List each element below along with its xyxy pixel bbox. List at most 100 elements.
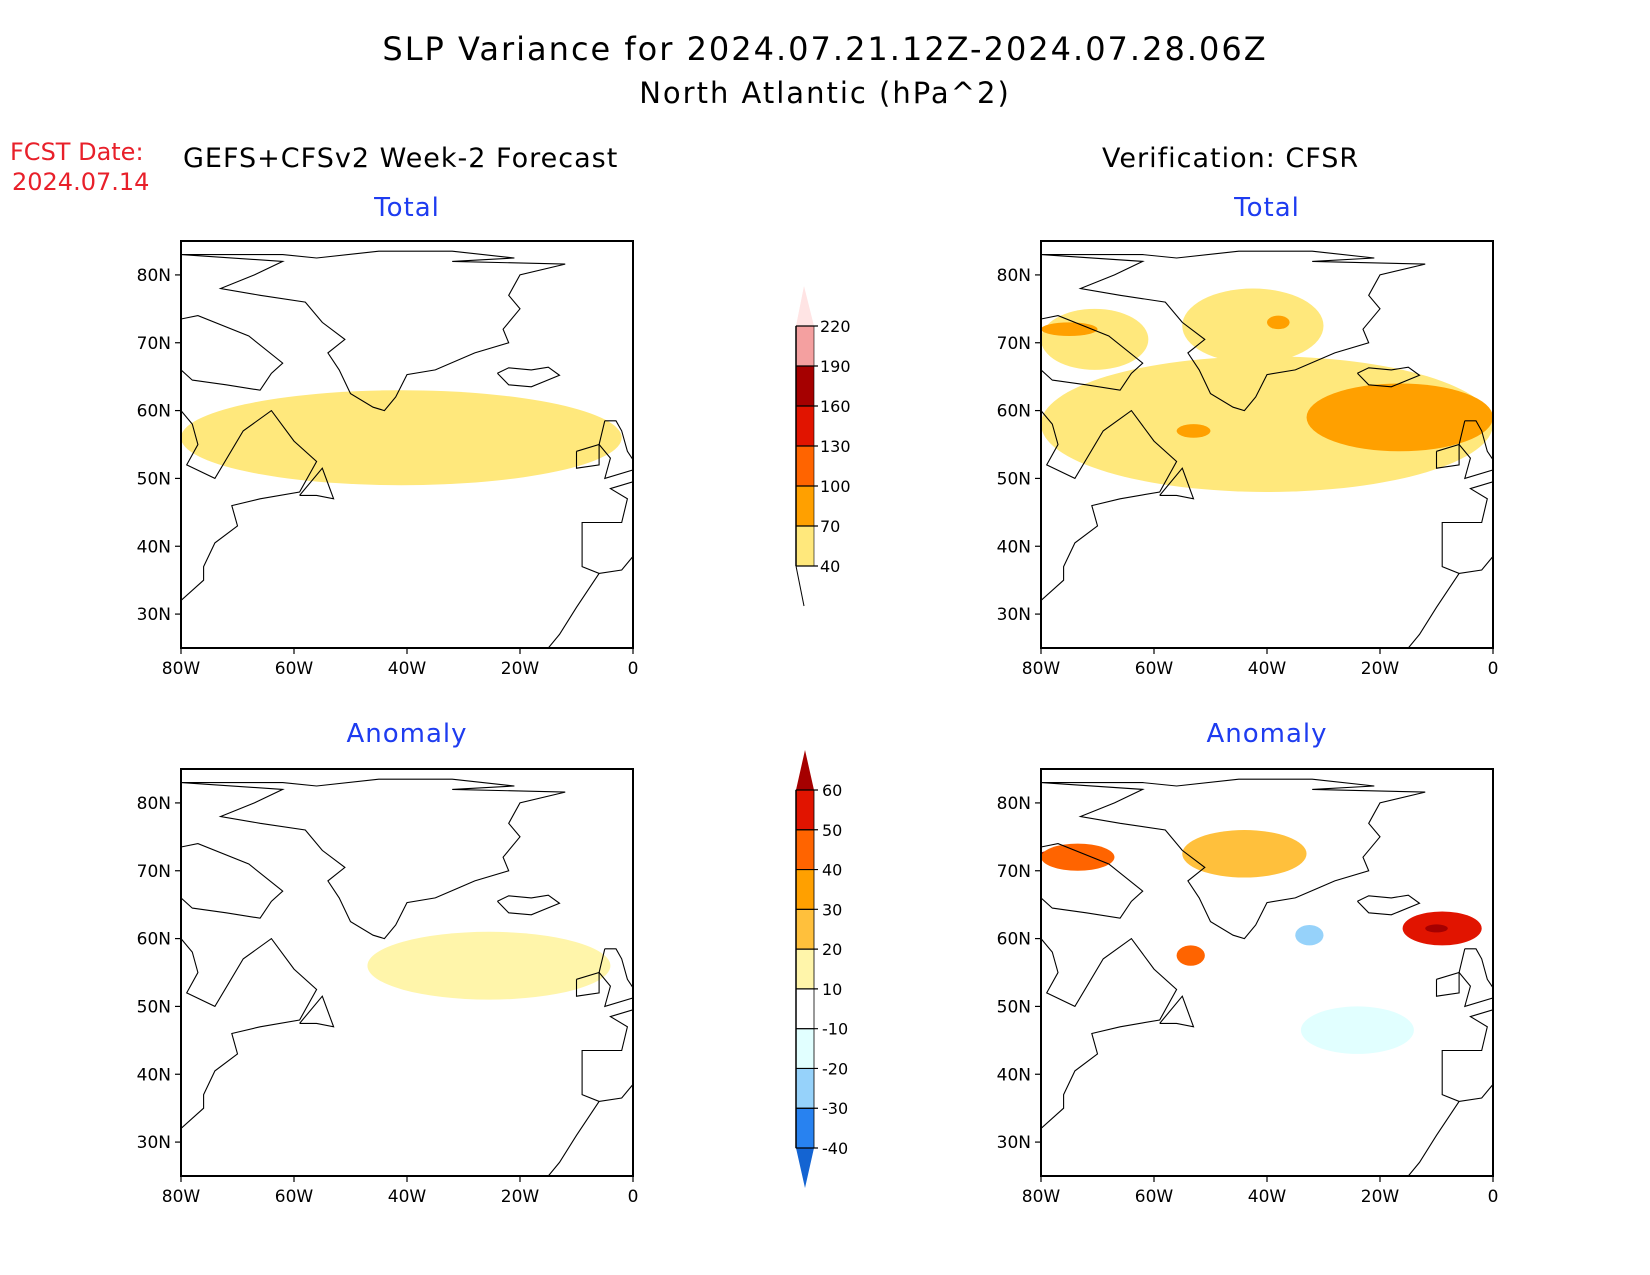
y-tick-label: 50N (997, 997, 1031, 1017)
map-frame (1040, 768, 1494, 1177)
coastlines (1041, 250, 1493, 648)
colorbar-label: 20 (822, 940, 842, 959)
colorbar-segment (795, 829, 815, 870)
coastline (598, 948, 633, 1008)
colorbar-anomaly: -40 -30 -20 -10 10 20 30 40 50 60 (795, 750, 848, 1188)
x-tick-label: 60W (275, 1187, 314, 1207)
x-tick-label: 60W (1135, 659, 1174, 679)
colorbar-label: 50 (822, 821, 842, 840)
coastline (581, 1009, 633, 1102)
coastline (299, 467, 335, 500)
y-tick-label: 50N (137, 997, 171, 1017)
contour-region (1267, 315, 1290, 330)
map-panel-forecast-anomaly: 80W 60W 40W 20W 0 80N 70N 60N 50N 40N 30N (137, 768, 639, 1207)
coastline (181, 250, 566, 412)
colorbar-label: 60 (822, 781, 842, 800)
x-tick-label: 0 (1488, 659, 1499, 679)
coastline (547, 573, 600, 648)
contour-region (1425, 924, 1448, 933)
y-tick-label: 40N (137, 1065, 171, 1085)
contour-region (181, 390, 622, 486)
colorbar-segment (795, 525, 815, 567)
colorbar-label: -20 (822, 1059, 848, 1078)
colorbar-label: -30 (822, 1099, 848, 1118)
colorbar-min-arrow (796, 1148, 814, 1188)
chart-title: SLP Variance for 2024.07.21.12Z-2024.07.… (382, 30, 1268, 68)
y-tick-label: 40N (997, 537, 1031, 557)
colorbar-segment (795, 325, 815, 367)
y-tick-label: 80N (137, 266, 171, 286)
contour-region (1182, 830, 1307, 878)
y-tick-label: 80N (997, 794, 1031, 814)
coastline (497, 894, 561, 916)
colorbar-segment (795, 908, 815, 950)
coastline (1159, 995, 1195, 1028)
panel-title-verification-total: Total (1234, 193, 1300, 223)
x-tick-label: 60W (275, 659, 314, 679)
y-tick-label: 30N (137, 605, 171, 625)
coastline (299, 995, 335, 1028)
coastline (181, 315, 284, 391)
colorbar-segment (795, 948, 815, 990)
colorbar-total: 40 70 100 130 160 190 220 (795, 286, 851, 607)
contour-region (1182, 288, 1324, 364)
colorbar-label: 40 (822, 861, 842, 880)
coastline (1435, 971, 1460, 997)
coastline (1041, 937, 1178, 1129)
coastline (1407, 573, 1460, 648)
x-tick-label: 20W (1361, 659, 1400, 679)
colorbar-segment (795, 485, 815, 527)
coastline (575, 971, 600, 997)
x-tick-label: 40W (388, 1187, 427, 1207)
colorbar-label: 100 (820, 477, 851, 496)
coastline (1041, 409, 1178, 601)
coastline (1159, 467, 1195, 500)
x-tick-label: 60W (1135, 1187, 1174, 1207)
y-tick-label: 60N (137, 402, 171, 422)
colorbar-segment (795, 1028, 815, 1069)
colorbar-segment (795, 1107, 815, 1149)
y-tick-label: 50N (997, 469, 1031, 489)
x-tick-label: 80W (162, 659, 201, 679)
panel-title-verification-anomaly: Anomaly (1206, 719, 1328, 749)
contour-region (1306, 383, 1493, 452)
coastline (1441, 1009, 1493, 1102)
colorbar-label: 130 (820, 437, 851, 456)
y-tick-label: 30N (997, 1133, 1031, 1153)
x-tick-label: 80W (1022, 1187, 1061, 1207)
colorbar-segment (795, 405, 815, 447)
coastline (1441, 481, 1493, 574)
y-tick-label: 30N (137, 1133, 171, 1153)
fcst-date-label: FCST Date: (10, 138, 144, 166)
contour-region (1300, 1006, 1414, 1054)
y-tick-label: 70N (997, 862, 1031, 882)
coastline (1435, 443, 1460, 469)
colorbar-label: 40 (820, 557, 840, 576)
coastline (181, 778, 566, 940)
colorbar-label: 220 (820, 317, 851, 336)
x-tick-label: 0 (1488, 1187, 1499, 1207)
coastline (181, 843, 284, 919)
y-tick-label: 40N (997, 1065, 1031, 1085)
x-tick-label: 0 (628, 659, 639, 679)
colorbar-segment (795, 988, 815, 1030)
coastline (1357, 894, 1421, 916)
colorbar-label: -40 (822, 1139, 848, 1158)
x-tick-label: 40W (388, 659, 427, 679)
coastline (1041, 250, 1426, 412)
y-tick-label: 30N (997, 605, 1031, 625)
coastline (1041, 315, 1144, 391)
y-tick-label: 70N (137, 334, 171, 354)
colorbar-label: 10 (822, 980, 842, 999)
coastlines (1041, 778, 1493, 1176)
x-tick-label: 20W (1361, 1187, 1400, 1207)
coastline (598, 420, 633, 480)
coastline (1041, 843, 1144, 919)
y-tick-label: 70N (137, 862, 171, 882)
x-tick-label: 0 (628, 1187, 639, 1207)
y-tick-label: 60N (997, 402, 1031, 422)
x-tick-label: 40W (1248, 659, 1287, 679)
colorbar-label: 70 (820, 517, 840, 536)
shading-layer (1041, 288, 1493, 492)
colorbar-min-arrow (795, 565, 805, 607)
